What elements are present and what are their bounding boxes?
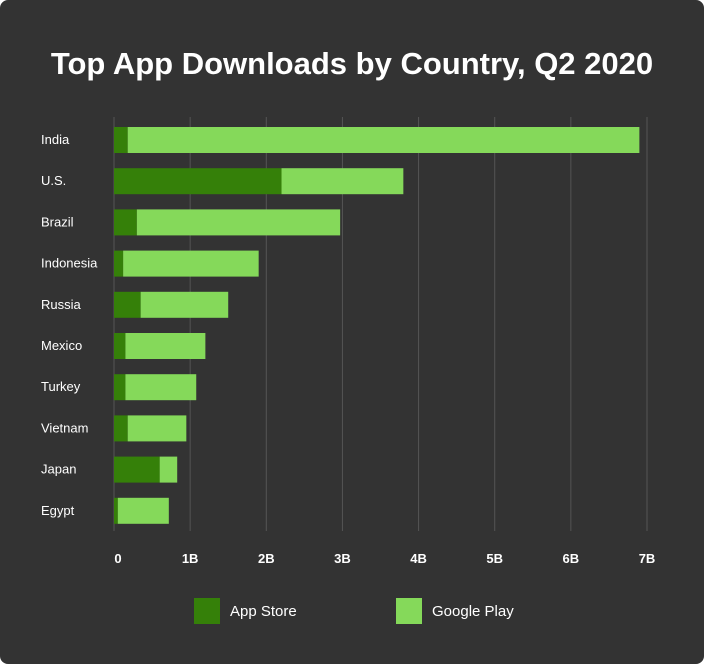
- bar-indonesia-app-store: [114, 250, 124, 277]
- bar-brazil-app-store: [114, 209, 137, 236]
- x-tick-label-6: 6B: [563, 551, 580, 566]
- category-label-u-s: U.S.: [41, 173, 66, 188]
- bar-indonesia-google-play: [123, 250, 259, 277]
- bar-russia-google-play: [140, 291, 229, 318]
- category-label-brazil: Brazil: [41, 214, 74, 229]
- bar-mexico-google-play: [125, 333, 206, 359]
- category-labels: India U.S. Brazil Indonesia Russia Mexico Turk…: [41, 132, 98, 518]
- x-tick-label-5: 5B: [486, 551, 503, 566]
- bar-brazil-google-play: [136, 209, 341, 236]
- category-label-russia: Russia: [41, 297, 82, 312]
- bar-india-app-store: [114, 127, 128, 153]
- category-label-japan: Japan: [41, 462, 76, 477]
- bar-egypt-google-play: [117, 497, 169, 524]
- bar-turkey-app-store: [114, 374, 126, 401]
- legend-label-google-play: Google Play: [432, 602, 514, 620]
- chart-title: Top App Downloads by Country, Q2 2020: [50, 46, 654, 81]
- x-tick-label-2: 2B: [258, 551, 275, 566]
- legend-label-app-store: App Store: [230, 602, 297, 620]
- bar-u-s-google-play: [281, 168, 404, 195]
- category-label-india: India: [41, 132, 70, 147]
- category-label-turkey: Turkey: [41, 379, 81, 394]
- bar-russia-app-store: [114, 291, 141, 318]
- category-label-indonesia: Indonesia: [41, 256, 98, 271]
- bar-egypt-app-store: [114, 497, 118, 524]
- legend-swatch-google-play: [396, 598, 422, 624]
- bar-japan-app-store: [114, 456, 160, 483]
- category-label-mexico: Mexico: [41, 338, 82, 353]
- x-tick-label-1: 1B: [182, 551, 199, 566]
- x-tick-label-4: 4B: [410, 551, 427, 566]
- bar-turkey-google-play: [125, 374, 197, 401]
- x-tick-labels: 0 1B 2B 3B 4B 5B 6B 7B: [114, 551, 655, 566]
- x-tick-label-0: 0: [114, 551, 121, 566]
- bars: [114, 127, 640, 524]
- bar-vietnam-google-play: [127, 415, 187, 442]
- legend-item-app-store: App Store: [194, 598, 297, 624]
- category-label-vietnam: Vietnam: [41, 420, 88, 435]
- x-tick-label-3: 3B: [334, 551, 351, 566]
- bar-mexico-app-store: [114, 333, 126, 359]
- bar-vietnam-app-store: [114, 415, 128, 442]
- category-label-egypt: Egypt: [41, 503, 75, 518]
- x-tick-label-7: 7B: [639, 551, 656, 566]
- bar-japan-google-play: [159, 456, 178, 483]
- legend-swatch-app-store: [194, 598, 220, 624]
- bar-india-google-play: [127, 127, 640, 153]
- bar-u-s-app-store: [114, 168, 282, 195]
- legend-item-google-play: Google Play: [396, 598, 514, 624]
